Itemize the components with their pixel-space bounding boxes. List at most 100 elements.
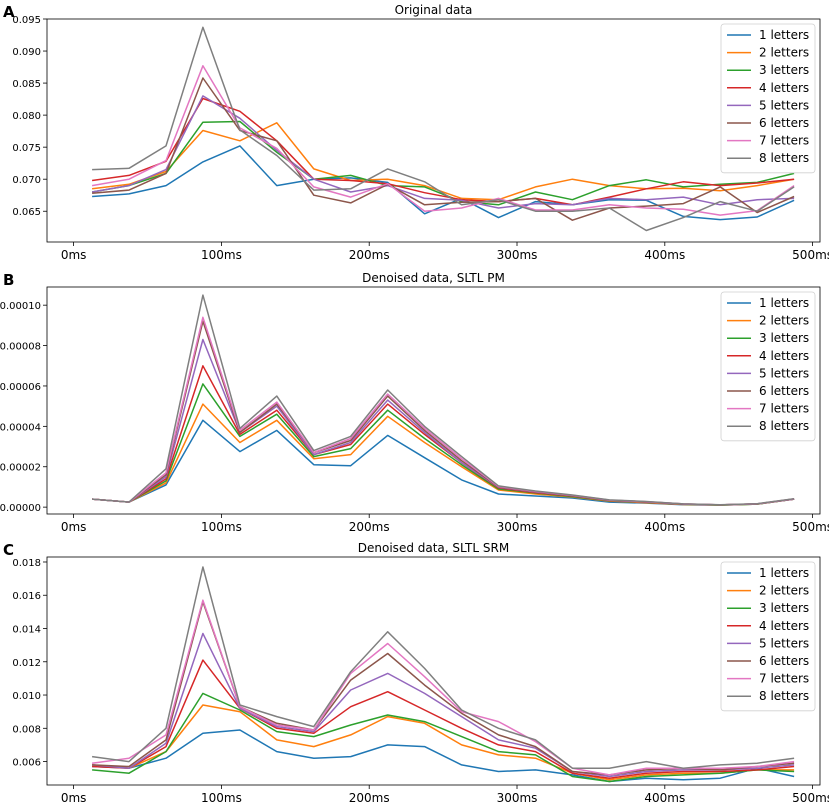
series-line-5 (91, 95, 795, 209)
x-tick-label: 500ms (792, 248, 829, 262)
legend-label-5: 5 letters (759, 366, 809, 380)
series-line-1 (92, 729, 795, 783)
x-tick-label: 200ms (349, 791, 390, 805)
panel-b: B Denoised data, SLTL PM 0.00000 0.00002 0.0… (0, 271, 829, 534)
legend-label-6: 6 letters (759, 384, 809, 398)
x-tick-label: 500ms (792, 520, 829, 534)
series-line-8 (92, 294, 795, 506)
legend-label-3: 3 letters (759, 601, 809, 615)
y-tick-label: 0.00008 (0, 342, 41, 353)
y-tick-label: 0.00004 (0, 422, 41, 433)
y-tick-label: 0.018 (12, 558, 41, 569)
series-line-1 (92, 419, 795, 506)
legend-label-4: 4 letters (759, 81, 809, 95)
series-line-6 (92, 77, 795, 221)
panel-c: C Denoised data, SLTL SRM 0.006 0.008 0.010 0… (3, 541, 829, 805)
legend-box (720, 561, 816, 712)
x-tick-label: 100ms (201, 248, 242, 262)
legend-label-8: 8 letters (759, 689, 809, 703)
y-tick-label: 0.006 (12, 758, 41, 769)
legend-label-3: 3 letters (759, 63, 809, 77)
y-tick-label: 0.085 (12, 79, 41, 90)
y-tick-label: 0.00006 (0, 382, 41, 393)
y-tick-label: 0.065 (12, 207, 41, 218)
x-tick-label: 500ms (792, 791, 829, 805)
series-line-3 (92, 692, 795, 783)
y-tick-label: 0.014 (12, 625, 41, 636)
y-tick-label: 0.090 (12, 47, 41, 58)
series-line-8 (91, 566, 795, 769)
series-line-2 (92, 403, 795, 506)
legend-label-6: 6 letters (759, 116, 809, 130)
x-tick-label: 400ms (644, 791, 685, 805)
legend-label-2: 2 letters (759, 584, 809, 598)
x-tick-label: 400ms (644, 520, 685, 534)
legend-box (720, 23, 816, 174)
x-tick-label: 200ms (349, 520, 390, 534)
y-tick-label: 0.00010 (0, 301, 41, 312)
legend-label-7: 7 letters (759, 672, 809, 686)
x-tick-label: 300ms (497, 520, 538, 534)
legend-label-6: 6 letters (759, 654, 809, 668)
x-tick-label: 100ms (201, 791, 242, 805)
panel-letter: B (3, 271, 14, 289)
x-tick-label: 0ms (61, 791, 87, 805)
series-line-4 (92, 659, 795, 779)
series-line-5 (92, 632, 795, 778)
y-tick-label: 0.016 (12, 591, 41, 602)
panel-a: A Original data 0.065 0.070 0.075 0.080 0.085 0… (3, 3, 829, 262)
x-tick-label: 0ms (61, 520, 87, 534)
series-line-5 (92, 338, 795, 506)
series-line-8 (92, 26, 795, 232)
legend-label-7: 7 letters (759, 402, 809, 416)
panel-letter: C (3, 541, 14, 559)
legend-label-1: 1 letters (759, 28, 809, 42)
x-tick-label: 0ms (61, 248, 87, 262)
legend-label-3: 3 letters (759, 331, 809, 345)
axes-frame (46, 286, 821, 515)
legend-label-7: 7 letters (759, 134, 809, 148)
legend-label-1: 1 letters (759, 566, 809, 580)
chart-title: Original data (395, 3, 473, 17)
y-tick-label: 0.095 (12, 15, 41, 26)
legend-label-8: 8 letters (759, 419, 809, 433)
series-line-2 (92, 704, 795, 781)
x-tick-label: 200ms (349, 248, 390, 262)
y-tick-label: 0.070 (12, 175, 41, 186)
x-tick-label: 400ms (644, 248, 685, 262)
axes-frame (46, 18, 821, 243)
x-tick-label: 300ms (497, 248, 538, 262)
y-tick-label: 0.00002 (0, 463, 41, 474)
series-line-7 (91, 65, 795, 216)
y-tick-label: 0.008 (12, 724, 41, 735)
axes-frame (46, 556, 821, 786)
y-tick-label: 0.00000 (0, 503, 41, 514)
y-tick-label: 0.012 (12, 658, 41, 669)
series-line-4 (91, 97, 795, 206)
legend-label-2: 2 letters (759, 46, 809, 60)
legend-label-2: 2 letters (759, 314, 809, 328)
series-line-6 (92, 320, 795, 506)
legend-label-5: 5 letters (759, 636, 809, 650)
legend-label-4: 4 letters (759, 349, 809, 363)
legend-label-8: 8 letters (759, 151, 809, 165)
legend-label-5: 5 letters (759, 98, 809, 112)
x-tick-label: 100ms (201, 520, 242, 534)
series-line-4 (92, 365, 795, 506)
series-line-2 (92, 122, 795, 201)
chart-title: Denoised data, SLTL SRM (358, 541, 509, 555)
series-line-3 (91, 120, 795, 206)
panel-letter: A (3, 3, 15, 21)
chart-title: Denoised data, SLTL PM (362, 271, 505, 285)
y-tick-label: 0.010 (12, 691, 41, 702)
x-tick-label: 300ms (497, 791, 538, 805)
y-tick-label: 0.075 (12, 143, 41, 154)
legend-label-1: 1 letters (759, 296, 809, 310)
legend-label-4: 4 letters (759, 619, 809, 633)
series-line-1 (92, 145, 795, 221)
legend-box (720, 291, 816, 442)
y-tick-label: 0.080 (12, 111, 41, 122)
series-line-7 (91, 599, 795, 776)
